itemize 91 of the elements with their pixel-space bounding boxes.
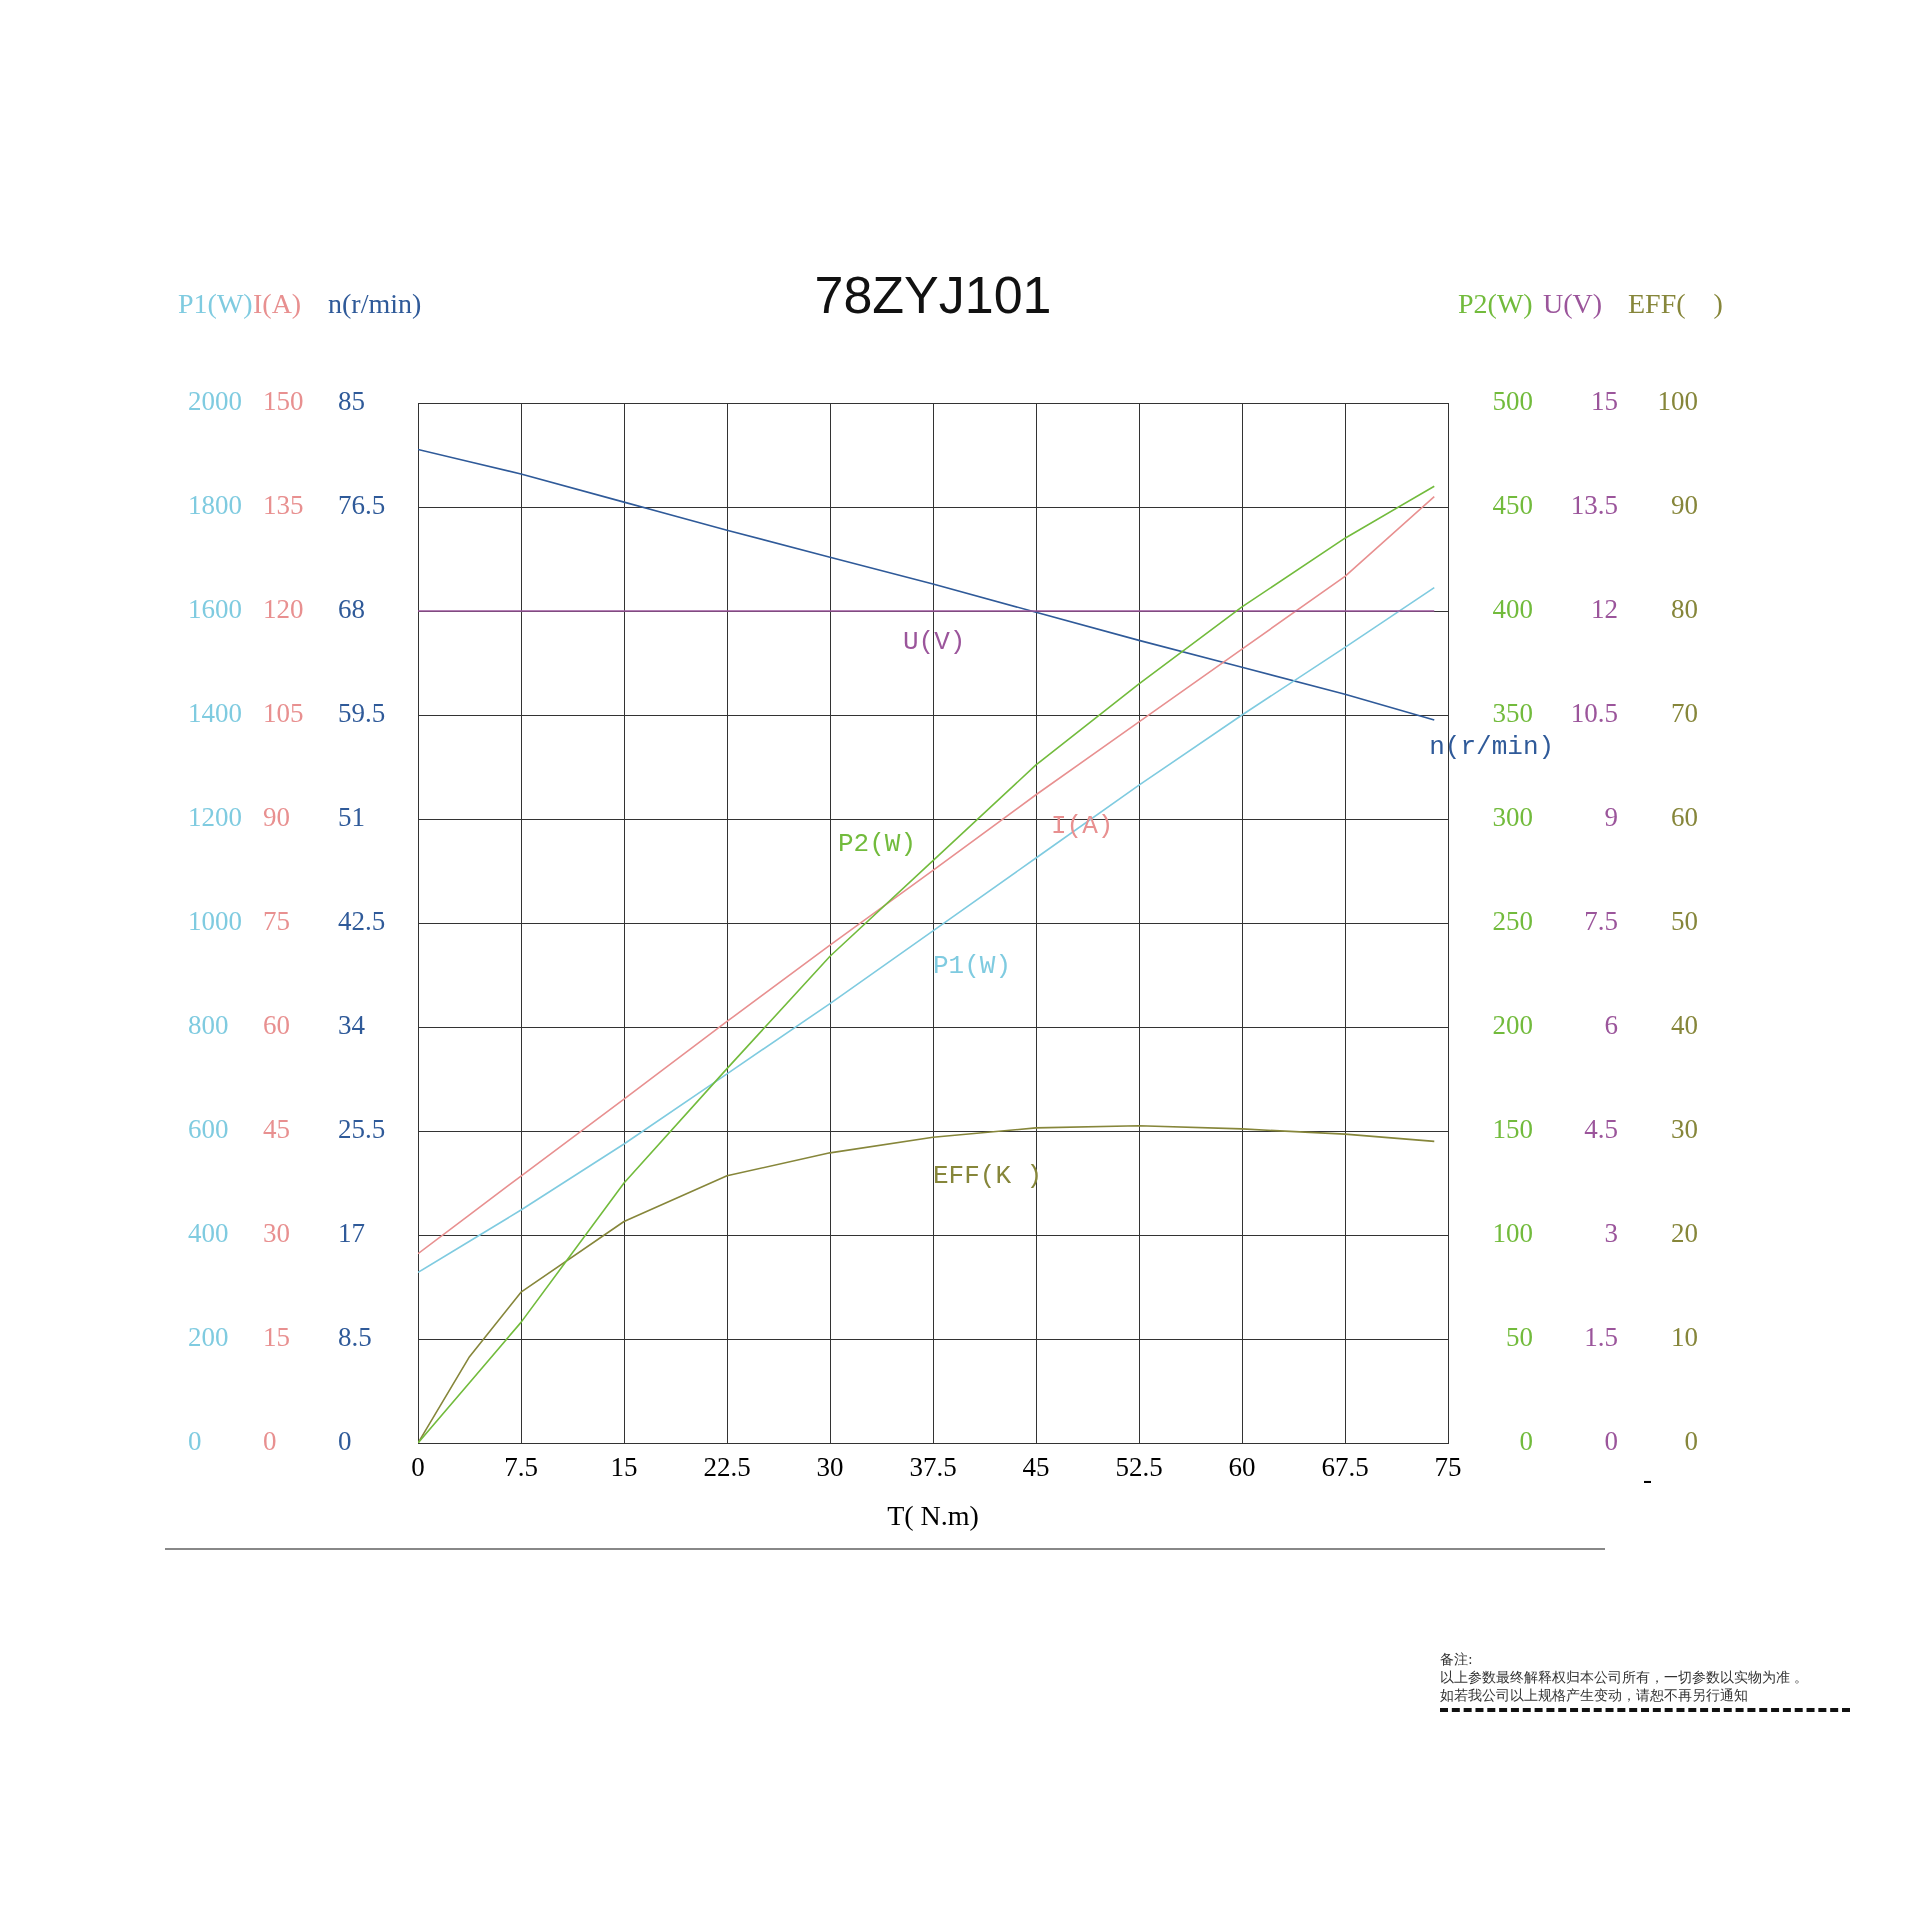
y-axis-title: n(r/min) xyxy=(328,288,422,319)
x-tick-label: 7.5 xyxy=(504,1452,538,1483)
x-tick-label: 75 xyxy=(1434,1452,1462,1483)
y2-axis-title: U(V) xyxy=(1543,288,1603,319)
y-tick-label: 34 xyxy=(338,1010,366,1041)
y2-tick-label: 75 xyxy=(263,906,290,937)
y2-tick-label: 45 xyxy=(263,1114,290,1145)
y-tick-label: 350 xyxy=(1492,698,1533,729)
y-tick-label: 68 xyxy=(338,594,365,625)
y-tick-label: 200 xyxy=(1492,1010,1533,1041)
y-axis-title: P2(W) xyxy=(1458,288,1533,319)
y3-axis-title: EFF( ) xyxy=(1628,288,1723,319)
y3-tick-label: 1600 xyxy=(188,594,242,625)
x-tick-label: 67.5 xyxy=(1321,1452,1369,1483)
y-tick-label: 100 xyxy=(1492,1218,1533,1249)
y-tick-label: 250 xyxy=(1492,906,1533,937)
y-tick-label: 17 xyxy=(338,1218,365,1249)
x-tick-label: 30 xyxy=(816,1452,844,1483)
y2-tick-label: 120 xyxy=(263,594,304,625)
y2-tick-label: 13.5 xyxy=(1570,490,1618,521)
x-axis-title: T( N.m) xyxy=(887,1499,979,1531)
y3-axis-title: P1(W) xyxy=(178,288,253,319)
y3-tick-label: 90 xyxy=(1671,490,1698,521)
y3-tick-label: 1200 xyxy=(188,802,242,833)
y3-tick-label: 1400 xyxy=(188,698,242,729)
y2-tick-label: 4.5 xyxy=(1584,1114,1618,1145)
y2-tick-label: 60 xyxy=(263,1010,290,1041)
x-tick-label: 45 xyxy=(1022,1452,1050,1483)
y3-tick-label: 1000 xyxy=(188,906,242,937)
y-tick-label: 85 xyxy=(338,386,365,417)
y3-tick-label: 0 xyxy=(188,1426,202,1457)
y2-tick-label: 12 xyxy=(1591,594,1618,625)
chart-title: 78ZYJ101 xyxy=(814,266,1052,324)
y3-tick-label: 50 xyxy=(1671,906,1698,937)
text: 备注: xyxy=(1440,1650,1474,1668)
y-tick-label: 42.5 xyxy=(338,906,386,937)
y-tick-label: 0 xyxy=(1519,1426,1533,1457)
y2-tick-label: 9 xyxy=(1604,802,1618,833)
y3-tick-label: 200 xyxy=(188,1322,229,1353)
y2-tick-label: 1.5 xyxy=(1584,1322,1618,1353)
y3-tick-label: 1800 xyxy=(188,490,242,521)
y3-tick-label: 60 xyxy=(1671,802,1698,833)
y3-tick-label: 70 xyxy=(1671,698,1698,729)
y2-tick-label: 0 xyxy=(1604,1426,1618,1457)
y3-tick-label: 30 xyxy=(1671,1114,1698,1145)
y3-tick-label: 20 xyxy=(1671,1218,1698,1249)
y2-tick-label: 135 xyxy=(263,490,304,521)
y2-tick-label: 3 xyxy=(1604,1218,1618,1249)
y2-axis-title: I(A) xyxy=(253,288,302,319)
y-tick-label: 50 xyxy=(1506,1322,1533,1353)
y2-tick-label: 90 xyxy=(263,802,290,833)
y2-tick-label: 150 xyxy=(263,386,304,417)
y2-tick-label: 15 xyxy=(263,1322,290,1353)
x-tick-label: 60 xyxy=(1228,1452,1256,1483)
y2-tick-label: 30 xyxy=(263,1218,290,1249)
y-tick-label: 500 xyxy=(1492,386,1533,417)
y-tick-label: 59.5 xyxy=(338,698,386,729)
y-tick-label: 400 xyxy=(1492,594,1533,625)
y3-tick-label: 400 xyxy=(188,1218,229,1249)
y2-tick-label: 15 xyxy=(1591,386,1618,417)
y3-tick-label: 600 xyxy=(188,1114,229,1145)
y3-tick-label: 800 xyxy=(188,1010,229,1041)
y-tick-label: 450 xyxy=(1492,490,1533,521)
y-tick-label: 150 xyxy=(1492,1114,1533,1145)
y3-tick-label: 100 xyxy=(1657,386,1698,417)
y3-tick-label: 0 xyxy=(1684,1426,1698,1457)
text: 以上参数最终解释权归本公司所有，一切参数以实物为准 。 xyxy=(1440,1668,1810,1686)
y3-tick-label: 40 xyxy=(1671,1010,1698,1041)
y2-tick-label: 105 xyxy=(263,698,304,729)
y-tick-label: 51 xyxy=(338,802,365,833)
text: - xyxy=(1643,1464,1652,1494)
y-tick-label: 0 xyxy=(338,1426,352,1457)
series-label: P1(W) xyxy=(933,950,1012,981)
y-tick-label: 76.5 xyxy=(338,490,386,521)
x-tick-label: 37.5 xyxy=(909,1452,957,1483)
y-tick-label: 300 xyxy=(1492,802,1533,833)
y3-tick-label: 80 xyxy=(1671,594,1698,625)
x-tick-label: 0 xyxy=(411,1452,425,1483)
y2-tick-label: 0 xyxy=(263,1426,277,1457)
y-tick-label: 8.5 xyxy=(338,1322,372,1353)
y3-tick-label: 10 xyxy=(1671,1322,1698,1353)
x-tick-label: 15 xyxy=(610,1452,638,1483)
x-tick-label: 22.5 xyxy=(703,1452,751,1483)
y2-tick-label: 6 xyxy=(1604,1010,1618,1041)
y-tick-label: 25.5 xyxy=(338,1114,386,1145)
series-label: P2(W) xyxy=(838,828,917,859)
y2-tick-label: 10.5 xyxy=(1570,698,1618,729)
text: 如若我公司以上规格产生变动，请恕不再另行通知 xyxy=(1440,1686,1749,1704)
y3-tick-label: 2000 xyxy=(188,386,242,417)
y2-tick-label: 7.5 xyxy=(1584,906,1618,937)
x-tick-label: 52.5 xyxy=(1115,1452,1163,1483)
